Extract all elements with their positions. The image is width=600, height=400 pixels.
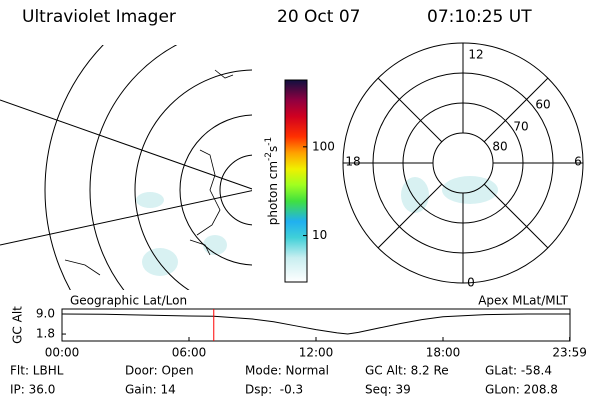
x-tick-label: 06:00 [172,346,207,360]
status-field: Dsp: -0.3 [245,383,303,397]
mlat-label: 70 [513,120,528,134]
map-caption: Geographic Lat/Lon [70,294,187,308]
y-tick-label: 1.8 [36,327,55,341]
geo-map [0,45,252,290]
colorbar-label: photon cm-2s-1 [264,137,280,226]
colorbar-tick-label: 100 [312,139,335,153]
plot-frame [61,308,571,342]
x-tick-label: 12:00 [299,346,334,360]
status-field: GC Alt: 8.2 Re [365,364,449,378]
mlt-label: 18 [345,155,360,169]
polar-map: 12 6 0 18 60 70 80 [342,42,584,290]
altitude-line [61,313,570,335]
colorbar-tick-label: 10 [312,228,327,242]
x-tick-label: 23:59 [552,346,587,360]
map-caption: Apex MLat/MLT [478,294,568,308]
title: Ultraviolet Imager [22,7,176,27]
status-field: IP: 36.0 [10,383,55,397]
y-tick-label: 9.0 [36,307,55,321]
mlt-label: 6 [574,155,582,169]
mlat-label: 80 [492,140,507,154]
x-tick-label: 18:00 [426,346,461,360]
date: 20 Oct 07 [277,7,360,27]
time: 07:10:25 UT [427,7,532,27]
colorbar [284,79,308,283]
status-field: GLon: 208.8 [485,383,558,397]
mlat-label: 60 [535,98,550,112]
status-field: Gain: 14 [125,383,176,397]
status-field: Mode: Normal [245,364,329,378]
x-tick-label: 00:00 [45,346,80,360]
status-field: Door: Open [125,364,194,378]
y-axis-label: GC Alt [11,306,25,344]
mlt-label: 12 [468,48,483,62]
status-field: GLat: -58.4 [485,364,552,378]
mlt-label: 0 [467,276,475,290]
status-field: Seq: 39 [365,383,411,397]
status-field: Flt: LBHL [10,364,64,378]
